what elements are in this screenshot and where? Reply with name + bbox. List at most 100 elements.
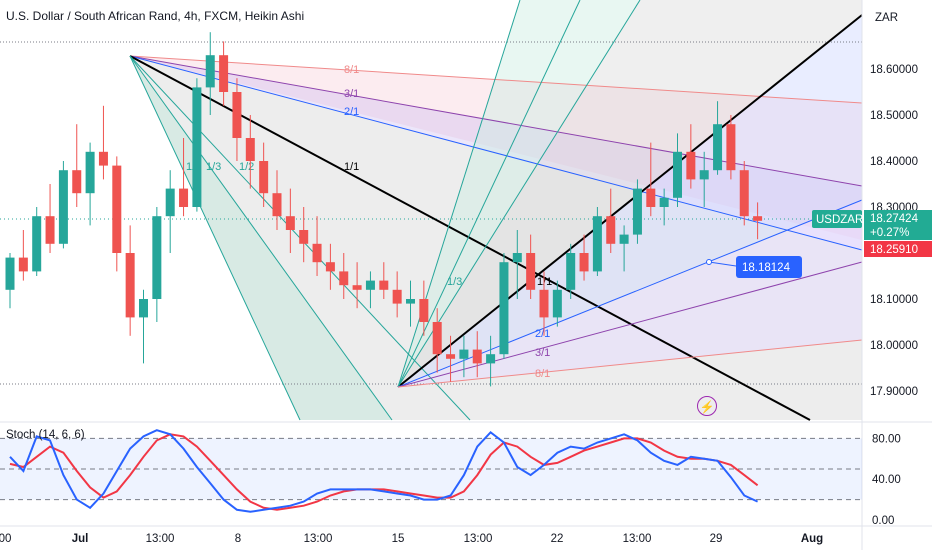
candle-body <box>165 188 175 217</box>
time-tick-label: 13:00 <box>464 533 493 545</box>
gann-fan-line <box>397 261 863 388</box>
fan2-zone-gray <box>398 0 862 387</box>
candle-body <box>18 257 28 272</box>
stoch-tick-label: 0.00 <box>872 515 894 527</box>
price-badge-value: 18.27424 <box>870 213 919 225</box>
candle-body <box>499 262 509 355</box>
gann-fan-line <box>129 55 863 104</box>
candle-body <box>686 151 696 180</box>
candle-body <box>312 243 322 263</box>
candle-body <box>632 188 642 235</box>
candle-body <box>125 253 135 318</box>
candle-body <box>72 170 82 194</box>
fan-label: 8/1 <box>344 64 359 76</box>
candle-body <box>566 253 576 290</box>
candle-body <box>726 124 736 171</box>
candle-body <box>713 124 723 171</box>
lightning-icon[interactable]: ⚡ <box>697 396 717 416</box>
candle-body <box>526 253 536 290</box>
candle-body <box>112 165 122 253</box>
candle-body <box>219 55 229 92</box>
candle-body <box>486 354 496 364</box>
candle-body <box>406 299 415 304</box>
candle-body <box>446 354 456 359</box>
candle-body <box>753 216 763 221</box>
candle-body <box>432 322 442 355</box>
candle-body <box>592 216 602 272</box>
candle-body <box>673 151 682 198</box>
candle-body <box>98 151 108 166</box>
stoch-indicator-label[interactable]: Stoch (14, 6, 6) <box>6 429 85 441</box>
candle-body <box>619 234 629 244</box>
fan-label: 2/1 <box>344 106 359 118</box>
price-tick-label: 17.90000 <box>870 386 918 398</box>
price-badge <box>864 210 932 240</box>
price-tick-label: 18.00000 <box>870 340 918 352</box>
candle-body <box>365 280 375 290</box>
tool-price-text: 18.18124 <box>742 262 791 274</box>
candle-body <box>325 262 335 272</box>
candle-body <box>205 55 215 88</box>
fan-label: 2/1 <box>535 328 550 340</box>
stoch-k-line <box>9 429 759 513</box>
fan-label: 3/1 <box>535 347 550 359</box>
fan-label: 1/3 <box>447 276 462 288</box>
gann-fan-line <box>397 339 863 388</box>
candle-body <box>285 216 295 230</box>
candle-body <box>179 188 189 207</box>
gann-fan-line <box>129 55 863 187</box>
candle-body <box>379 280 389 290</box>
gann-fan-line <box>129 55 393 421</box>
fan-label: 1/2 <box>239 161 254 173</box>
time-tick-label: Aug <box>801 533 823 545</box>
chart-title: U.S. Dollar / South African Rand, 4h, FX… <box>6 9 305 23</box>
candle-body <box>472 349 482 364</box>
time-tick-label: 13:00 <box>146 533 175 545</box>
candle-body <box>699 170 709 180</box>
candle-body <box>539 289 549 318</box>
gann-fan-line <box>397 0 581 388</box>
tool-price-tag <box>736 256 802 278</box>
time-tick-label: 15 <box>392 533 405 545</box>
candle-body <box>579 253 589 272</box>
fan-label: 3/1 <box>344 88 359 100</box>
fan-label: 8/1 <box>535 368 550 380</box>
candle-body <box>339 271 349 286</box>
candle-body <box>392 289 402 304</box>
candle-body <box>5 257 15 290</box>
symbol-badge-text: USDZAR <box>816 214 863 226</box>
price-tick-label: 18.10000 <box>870 294 918 306</box>
stoch-tick-label: 80.00 <box>872 433 901 445</box>
candle-body <box>232 92 242 138</box>
time-tick-label: 13:00 <box>623 533 652 545</box>
candle-body <box>32 216 42 272</box>
time-tick-label: Jul <box>72 533 89 545</box>
candle-body <box>659 197 669 207</box>
price-badge-change: +0.27% <box>870 227 909 239</box>
candle-body <box>272 193 282 217</box>
candle-body <box>419 299 429 322</box>
secondary-price-value: 18.25910 <box>870 244 918 256</box>
price-tick-label: 18.50000 <box>870 110 918 122</box>
candle-body <box>152 216 162 299</box>
candle-body <box>192 87 202 207</box>
candle-body <box>45 216 55 244</box>
gann-fan-line <box>397 14 863 388</box>
candle-body <box>259 161 269 194</box>
candle-body <box>139 299 148 318</box>
time-tick-label: 13:00 <box>304 533 333 545</box>
candle-body <box>739 170 749 217</box>
price-tick-label: 18.60000 <box>870 64 918 76</box>
candle-body <box>245 138 255 161</box>
candle-body <box>352 285 362 290</box>
gann-fan-line <box>129 55 301 421</box>
time-tick-label: 22 <box>551 533 564 545</box>
candle-body <box>58 170 68 244</box>
fan-label: 1/1 <box>537 276 552 288</box>
time-tick-label: 8 <box>235 533 241 545</box>
fan-label: 1/3 <box>206 161 221 173</box>
candle-body <box>606 216 616 244</box>
secondary-price-badge <box>864 241 932 257</box>
stoch-band <box>0 438 862 500</box>
